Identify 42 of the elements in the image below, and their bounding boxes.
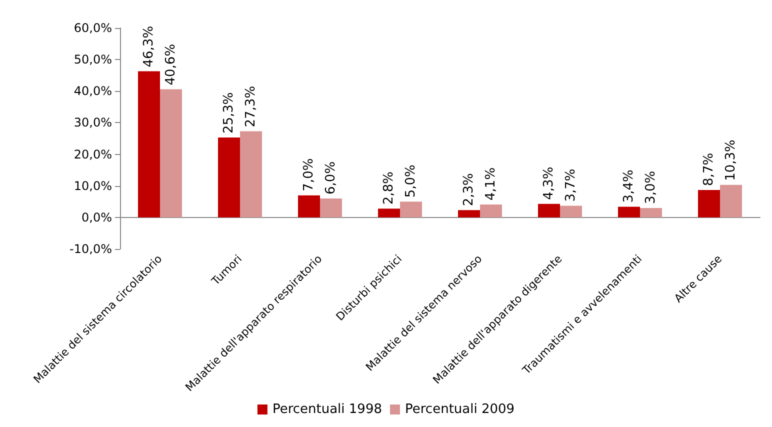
data-label: 3,4% xyxy=(622,170,636,203)
bar xyxy=(618,206,640,218)
y-tick-label: 40,0% xyxy=(74,84,112,98)
data-label: 8,7% xyxy=(702,152,716,186)
data-label: 40,6% xyxy=(164,44,178,86)
bar xyxy=(640,208,662,218)
data-label: 46,3% xyxy=(142,26,156,68)
bar xyxy=(720,184,742,218)
bar xyxy=(560,206,582,218)
data-label: 4,1% xyxy=(484,167,498,200)
y-tick-label: 20,0% xyxy=(74,147,112,162)
bar xyxy=(320,198,342,218)
legend-label: Percentuali 2009 xyxy=(405,402,515,417)
bar xyxy=(378,208,400,218)
data-label: 3,0% xyxy=(644,170,658,204)
y-tick-label: 0,0% xyxy=(82,210,112,224)
data-label: 6,0% xyxy=(324,161,338,194)
legend-label: Percentuali 1998 xyxy=(272,402,382,417)
y-tick-label: -10,0% xyxy=(70,242,112,256)
bar xyxy=(298,195,320,218)
data-label: 2,8% xyxy=(382,172,396,205)
data-label: 25,3% xyxy=(222,92,236,134)
y-tick-label: 10,0% xyxy=(74,178,112,193)
data-label: 2,3% xyxy=(462,173,476,206)
bar xyxy=(698,190,720,218)
bar xyxy=(480,204,502,218)
y-tick-label: 30,0% xyxy=(74,116,112,130)
data-label: 7,0% xyxy=(302,158,316,192)
data-label: 4,3% xyxy=(542,166,556,200)
data-label: 27,3% xyxy=(244,86,258,128)
y-tick-label: 60,0% xyxy=(74,21,112,35)
bar xyxy=(160,89,182,218)
bar xyxy=(218,138,240,218)
bar xyxy=(240,131,262,218)
bar xyxy=(458,210,480,218)
data-label: 5,0% xyxy=(404,164,418,198)
bar xyxy=(400,202,422,218)
bar xyxy=(538,204,560,218)
data-label: 3,7% xyxy=(564,168,578,202)
data-label: 10,3% xyxy=(724,140,738,181)
y-tick-label: 50,0% xyxy=(74,52,112,67)
bar xyxy=(138,71,160,218)
